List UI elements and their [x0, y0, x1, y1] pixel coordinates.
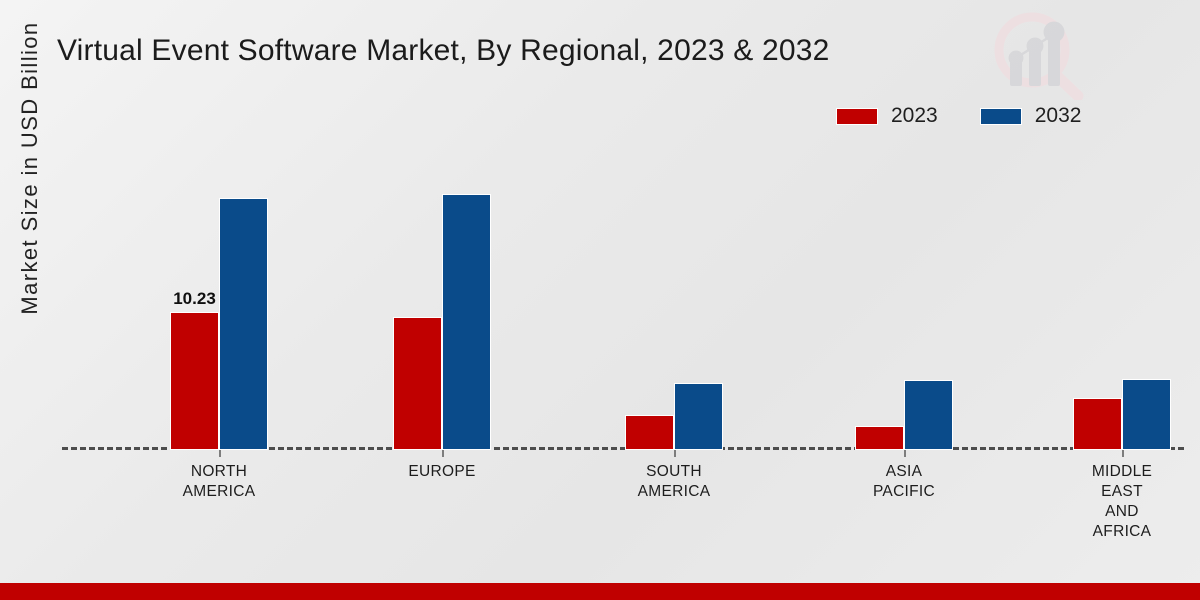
- x-axis-tick: [442, 450, 444, 457]
- footer-strip: [0, 583, 1200, 600]
- bar-2032-1[interactable]: [442, 194, 491, 450]
- category-label-line: PACIFIC: [872, 483, 936, 500]
- category-label-line: ASIA: [885, 463, 923, 480]
- x-axis-tick: [904, 450, 906, 457]
- x-axis-baseline: [62, 447, 1184, 450]
- y-axis-title: Market Size in USD Billion: [17, 21, 42, 315]
- bar-group: [1072, 150, 1172, 450]
- x-axis-category-label: NORTH AMERICA: [124, 462, 314, 502]
- x-axis-category-label: ASIA PACIFIC: [809, 462, 999, 502]
- x-axis-tick: [219, 450, 221, 457]
- bar-2023-4[interactable]: [1073, 397, 1122, 450]
- x-axis-category-label: EUROPE: [347, 462, 537, 482]
- legend-swatch-2032: [979, 107, 1022, 125]
- bar-2032-4[interactable]: [1122, 378, 1171, 450]
- category-label-line: EUROPE: [408, 463, 476, 480]
- x-axis-category-label: MIDDLE EAST AND AFRICA: [1027, 462, 1200, 542]
- category-label-line: AND: [1105, 503, 1139, 520]
- bar-2023-3[interactable]: [855, 425, 904, 450]
- bar-2023-0[interactable]: 10.23: [170, 289, 219, 450]
- x-axis-tick: [1122, 450, 1124, 457]
- bar-2032-3[interactable]: [904, 380, 953, 450]
- bar-group: [624, 150, 724, 450]
- bar-group: [854, 150, 954, 450]
- bar-value-label: 10.23: [173, 289, 216, 309]
- bar-2032-0[interactable]: [219, 198, 268, 450]
- bar-group: 10.23: [169, 150, 269, 450]
- legend-item-2023[interactable]: 2023: [836, 104, 938, 128]
- category-label-line: AMERICA: [637, 483, 711, 500]
- bar-2023-2[interactable]: [625, 415, 674, 450]
- bar-2032-2[interactable]: [674, 382, 723, 450]
- legend-swatch-2023: [836, 107, 878, 125]
- category-label-line: NORTH: [190, 463, 248, 480]
- category-label-line: AFRICA: [1092, 523, 1152, 540]
- plot-area: 10.23 NORTH AMERICA EUROPE SOUTH AMERICA ASIA P…: [62, 150, 1184, 540]
- category-label-line: MIDDLE: [1091, 463, 1153, 480]
- category-label-line: AMERICA: [182, 483, 256, 500]
- chart-legend: 2023 2032: [836, 104, 1081, 128]
- x-axis-category-label: SOUTH AMERICA: [579, 462, 769, 502]
- bar-group: [392, 150, 492, 450]
- legend-label-2032: 2032: [1034, 104, 1082, 127]
- legend-item-2032[interactable]: 2032: [979, 104, 1082, 128]
- legend-label-2023: 2023: [891, 104, 938, 127]
- chart-title: Virtual Event Software Market, By Region…: [57, 34, 830, 67]
- bar-2023-1[interactable]: [393, 316, 442, 450]
- x-axis-tick: [674, 450, 676, 457]
- category-label-line: EAST: [1101, 483, 1143, 500]
- category-label-line: SOUTH: [646, 463, 702, 480]
- magnifier-bar-chart-logo-watermark-icon: [985, 8, 1093, 102]
